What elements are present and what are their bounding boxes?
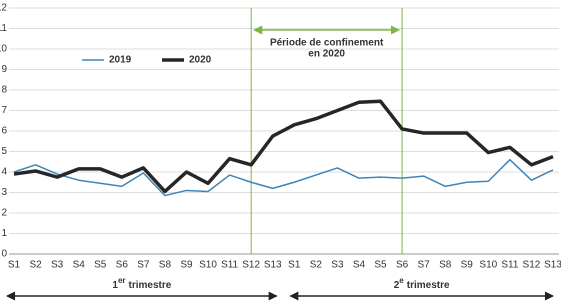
x-tick-label: S1 <box>8 260 21 271</box>
x-tick-label: S4 <box>353 260 366 271</box>
legend-label: 2020 <box>189 55 212 66</box>
period-text: trimestre <box>407 280 450 291</box>
y-tick-label: 8 <box>1 85 7 96</box>
x-tick-label: S13 <box>544 260 561 271</box>
x-tick-label: S4 <box>73 260 86 271</box>
y-tick-label: 1 <box>1 228 7 239</box>
y-tick-label: 7 <box>1 105 7 116</box>
x-tick-label: S2 <box>29 260 42 271</box>
x-tick-label: S12 <box>523 260 541 271</box>
x-tick-label: S13 <box>264 260 282 271</box>
series-line <box>13 158 554 197</box>
x-tick-label: S9 <box>461 260 474 271</box>
x-tick-label: S11 <box>501 260 518 271</box>
x-tick-label: S7 <box>137 260 150 271</box>
y-tick-label: 2 <box>1 208 7 219</box>
x-tick-label: S10 <box>199 260 217 271</box>
x-tick-label: S10 <box>479 260 497 271</box>
y-tick-label: 9 <box>1 64 7 75</box>
period-text: trimestre <box>129 280 172 291</box>
y-tick-label: 5 <box>1 146 7 157</box>
period-label: 1er trimestre <box>112 276 171 291</box>
y-tick-label: 0 <box>1 249 7 260</box>
x-tick-label: S8 <box>159 260 172 271</box>
period-label: 2e trimestre <box>394 276 450 291</box>
annotation-text: en 2020 <box>308 49 345 60</box>
period-sup: e <box>399 276 404 285</box>
x-tick-label: S3 <box>331 260 344 271</box>
y-tick-label: 6 <box>1 126 7 137</box>
y-tick-label: 10 <box>0 44 7 55</box>
period-number: 1 <box>112 280 118 291</box>
y-tick-label: 3 <box>1 187 7 198</box>
legend-label: 2019 <box>109 55 132 66</box>
x-tick-label: S1 <box>288 260 301 271</box>
x-tick-label: S12 <box>242 260 260 271</box>
x-tick-label: S9 <box>180 260 193 271</box>
y-tick-label: 4 <box>1 167 7 178</box>
x-tick-label: S6 <box>116 260 129 271</box>
x-tick-label: S5 <box>94 260 107 271</box>
x-tick-label: S5 <box>374 260 387 271</box>
x-tick-label: S8 <box>439 260 452 271</box>
annotation-text: Période de confinement <box>270 38 384 49</box>
y-tick-label: 11 <box>0 23 7 34</box>
x-tick-label: S7 <box>418 260 431 271</box>
series-line <box>13 99 554 194</box>
period-number: 2 <box>394 280 400 291</box>
x-tick-label: S6 <box>396 260 409 271</box>
x-tick-label: S3 <box>51 260 64 271</box>
x-tick-label: S11 <box>221 260 238 271</box>
period-sup: er <box>118 276 126 285</box>
y-tick-label: 12 <box>0 3 7 14</box>
x-tick-label: S2 <box>310 260 323 271</box>
